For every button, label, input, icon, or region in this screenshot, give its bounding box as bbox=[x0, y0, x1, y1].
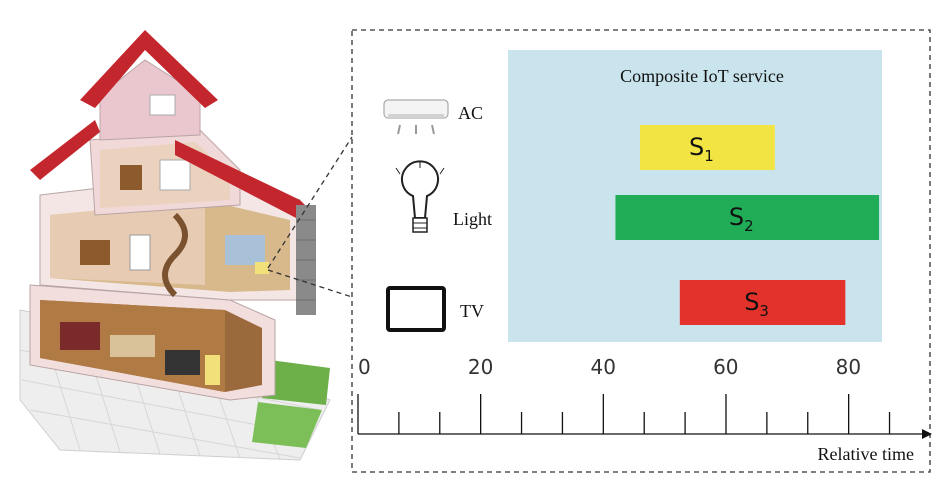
device-label-light: Light bbox=[453, 209, 492, 229]
zoom-connector-bottom bbox=[267, 269, 353, 298]
zoom-frame bbox=[351, 29, 931, 473]
service-bar-s2 bbox=[615, 195, 880, 240]
service-bar-s1 bbox=[639, 125, 775, 170]
panel-title: Composite IoT service bbox=[620, 66, 784, 86]
time-axis: 0 20 40 60 80 Relative time bbox=[357, 355, 932, 464]
tick-label: 40 bbox=[590, 355, 615, 379]
tick-label: 0 bbox=[358, 355, 371, 379]
air-conditioner-icon bbox=[383, 99, 449, 135]
axis-label: Relative time bbox=[818, 444, 914, 464]
service-bar-s3 bbox=[679, 280, 846, 325]
light-bulb-icon bbox=[395, 160, 445, 233]
tv-icon bbox=[386, 286, 446, 332]
tick-label: 80 bbox=[836, 355, 861, 379]
house-cutaway-icon bbox=[19, 30, 331, 461]
tick-label: 60 bbox=[713, 355, 738, 379]
zoom-connector-top bbox=[267, 136, 353, 269]
tick-label: 20 bbox=[468, 355, 493, 379]
axis-arrow-icon bbox=[922, 429, 932, 439]
device-label-ac: AC bbox=[458, 103, 483, 123]
device-label-tv: TV bbox=[460, 301, 484, 321]
